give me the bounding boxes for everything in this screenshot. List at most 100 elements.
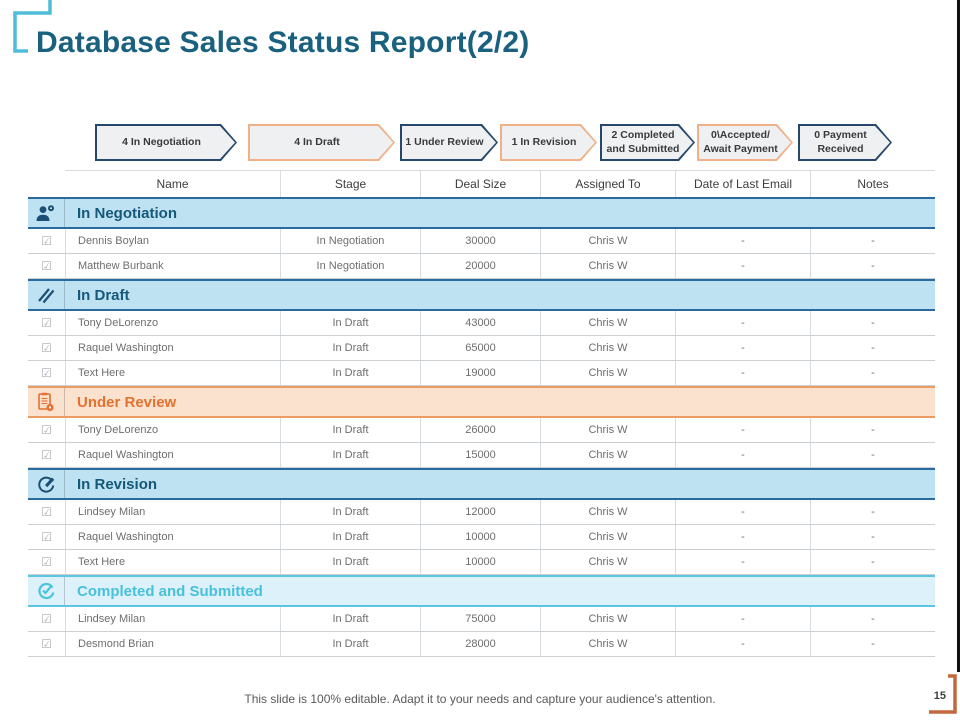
- cell-assigned-to: Chris W: [540, 632, 675, 656]
- row-checkbox-cell: ☑: [28, 500, 65, 524]
- cell-assigned-to: Chris W: [540, 500, 675, 524]
- cell-notes: -: [810, 607, 935, 631]
- cell-assigned-to: Chris W: [540, 525, 675, 549]
- checkbox-icon[interactable]: ☑: [41, 423, 52, 437]
- cell-notes: -: [810, 550, 935, 574]
- cell-stage: In Negotiation: [280, 229, 420, 253]
- cell-notes: -: [810, 418, 935, 442]
- column-header: Notes: [810, 171, 935, 197]
- checkbox-icon[interactable]: ☑: [41, 341, 52, 355]
- table-row: ☑ Tony DeLorenzo In Draft 26000 Chris W--: [28, 418, 935, 443]
- cell-assigned-to: Chris W: [540, 607, 675, 631]
- pipeline-stage-label: 2 Completed and Submitted: [602, 126, 693, 159]
- table-row: ☑ Lindsey Milan In Draft 75000 Chris W--: [28, 607, 935, 632]
- footer-note: This slide is 100% editable. Adapt it to…: [244, 692, 716, 706]
- checkbox-icon[interactable]: ☑: [41, 555, 52, 569]
- cell-date-of-last-email: -: [675, 632, 810, 656]
- pencil-icon: [28, 281, 65, 309]
- row-checkbox-cell: ☑: [28, 607, 65, 631]
- pipeline-stage-label: 4 In Negotiation: [97, 126, 235, 159]
- cell-assigned-to: Chris W: [540, 443, 675, 467]
- checkbox-icon[interactable]: ☑: [41, 259, 52, 273]
- checkbox-icon[interactable]: ☑: [41, 530, 52, 544]
- checkbox-icon[interactable]: ☑: [41, 637, 52, 651]
- slide-title: Database Sales Status Report(2/2): [36, 26, 530, 59]
- cell-notes: -: [810, 229, 935, 253]
- pipeline-stage: 1 In Revision: [500, 124, 597, 161]
- cell-name: Dennis Boylan: [65, 229, 280, 253]
- section-header-row: Completed and Submitted: [28, 575, 935, 607]
- checkbox-icon[interactable]: ☑: [41, 505, 52, 519]
- page-number-block: 15: [927, 672, 959, 716]
- cell-name: Desmond Brian: [65, 632, 280, 656]
- checkbox-icon[interactable]: ☑: [41, 234, 52, 248]
- checkbox-icon[interactable]: ☑: [41, 366, 52, 380]
- column-header: Name: [156, 177, 189, 191]
- cell-notes: -: [810, 632, 935, 656]
- pipeline-stage: 0\Accepted/ Await Payment: [697, 124, 793, 161]
- section-title: In Negotiation: [77, 204, 177, 222]
- section-header-row: In Negotiation: [28, 197, 935, 229]
- row-checkbox-cell: ☑: [28, 525, 65, 549]
- cell-name: Raquel Washington: [65, 336, 280, 360]
- cell-date-of-last-email: -: [675, 550, 810, 574]
- pipeline-stage: 1 Under Review: [400, 124, 498, 161]
- cell-name: Text Here: [65, 361, 280, 385]
- cell-name: Tony DeLorenzo: [65, 311, 280, 335]
- cell-deal-size: 10000: [420, 550, 540, 574]
- section-header-row: In Draft: [28, 279, 935, 311]
- cell-stage: In Draft: [280, 525, 420, 549]
- row-checkbox-cell: ☑: [28, 311, 65, 335]
- row-checkbox-cell: ☑: [28, 443, 65, 467]
- table-row: ☑ Dennis Boylan In Negotiation 30000 Chris W…: [28, 229, 935, 254]
- cell-stage: In Draft: [280, 632, 420, 656]
- pipeline-stage: 4 In Draft: [248, 124, 395, 161]
- edit-circle-icon: [28, 470, 65, 498]
- sales-status-table: Name Stage Deal Size Assigned To Date of Las…: [28, 170, 935, 657]
- column-header: Date of Last Email: [675, 171, 810, 197]
- cell-stage: In Draft: [280, 361, 420, 385]
- cell-notes: -: [810, 361, 935, 385]
- cell-date-of-last-email: -: [675, 443, 810, 467]
- cell-stage: In Draft: [280, 336, 420, 360]
- checkbox-icon[interactable]: ☑: [41, 612, 52, 626]
- cell-notes: -: [810, 254, 935, 278]
- table-row: ☑ Raquel Washington In Draft 65000 Chris W--: [28, 336, 935, 361]
- cell-assigned-to: Chris W: [540, 311, 675, 335]
- cell-date-of-last-email: -: [675, 336, 810, 360]
- cell-deal-size: 65000: [420, 336, 540, 360]
- cell-deal-size: 43000: [420, 311, 540, 335]
- cell-deal-size: 10000: [420, 525, 540, 549]
- cell-deal-size: 15000: [420, 443, 540, 467]
- section-header-row: In Revision: [28, 468, 935, 500]
- page-number-bracket: [929, 674, 957, 714]
- cell-assigned-to: Chris W: [540, 418, 675, 442]
- pipeline-stage-label: 0\Accepted/ Await Payment: [699, 126, 791, 159]
- clipboard-icon: [28, 388, 65, 416]
- checkbox-icon[interactable]: ☑: [41, 448, 52, 462]
- cell-stage: In Draft: [280, 311, 420, 335]
- corner-bracket-decoration: [13, 0, 52, 53]
- row-checkbox-cell: ☑: [28, 418, 65, 442]
- table-row: ☑ Lindsey Milan In Draft 12000 Chris W--: [28, 500, 935, 525]
- pipeline: 4 In Negotiation 4 In Draft 1 Under Review…: [95, 124, 892, 161]
- section-title: Completed and Submitted: [77, 582, 263, 600]
- table-row: ☑ Text Here In Draft 10000 Chris W--: [28, 550, 935, 575]
- cell-deal-size: 30000: [420, 229, 540, 253]
- cell-notes: -: [810, 500, 935, 524]
- section-title: In Draft: [77, 286, 130, 304]
- cell-stage: In Draft: [280, 500, 420, 524]
- cell-deal-size: 75000: [420, 607, 540, 631]
- checkbox-icon[interactable]: ☑: [41, 316, 52, 330]
- slide-right-border: [957, 0, 960, 672]
- cell-notes: -: [810, 311, 935, 335]
- table-body: In Negotiation ☑ Dennis Boylan In Negotiati…: [28, 197, 935, 657]
- cell-stage: In Draft: [280, 550, 420, 574]
- column-header: Assigned To: [540, 171, 675, 197]
- check-circle-icon: [28, 577, 65, 605]
- cell-assigned-to: Chris W: [540, 336, 675, 360]
- row-checkbox-cell: ☑: [28, 361, 65, 385]
- cell-notes: -: [810, 443, 935, 467]
- cell-name: Raquel Washington: [65, 443, 280, 467]
- cell-notes: -: [810, 336, 935, 360]
